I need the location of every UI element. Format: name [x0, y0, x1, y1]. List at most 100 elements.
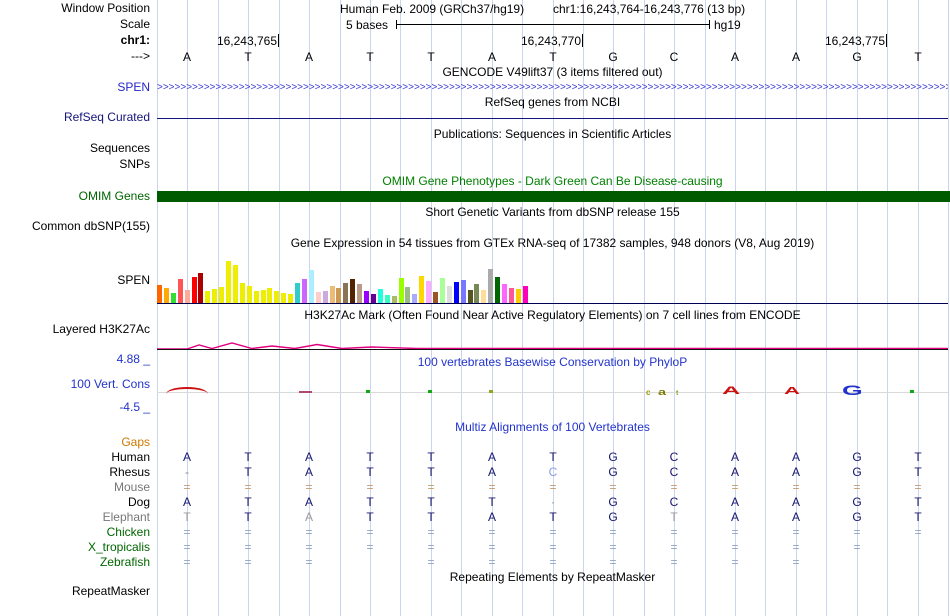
- gtex-bar[interactable]: [495, 277, 500, 303]
- gtex-bar[interactable]: [336, 288, 341, 303]
- gtex-bar[interactable]: [357, 284, 362, 303]
- alignment-base: T: [488, 495, 496, 509]
- gtex-bar[interactable]: [468, 290, 473, 303]
- alignment-base: =: [366, 540, 374, 554]
- alignment-base: =: [244, 525, 252, 539]
- gtex-bar[interactable]: [261, 290, 266, 303]
- gtex-bar[interactable]: [323, 291, 328, 303]
- gtex-bar[interactable]: [488, 269, 493, 303]
- alignment-base: =: [792, 480, 800, 494]
- conservation-track-label[interactable]: 100 Vert. Cons: [70, 377, 150, 391]
- gtex-bar[interactable]: [281, 293, 286, 303]
- gtex-bar[interactable]: [288, 294, 293, 303]
- conservation-zero-line: [157, 392, 948, 393]
- row-label-gaps[interactable]: Gaps: [121, 435, 150, 449]
- gtex-bar[interactable]: [226, 261, 231, 303]
- repeatmasker-header: Repeating Elements by RepeatMasker: [449, 570, 656, 584]
- gtex-bar[interactable]: [309, 270, 314, 303]
- gtex-bar[interactable]: [212, 289, 217, 303]
- gtex-track-label[interactable]: SPEN: [117, 273, 150, 287]
- gtex-bar[interactable]: [419, 276, 424, 303]
- gtex-bar[interactable]: [330, 286, 335, 303]
- alignment-base: T: [366, 510, 374, 524]
- gtex-bar[interactable]: [481, 290, 486, 303]
- gtex-bar[interactable]: [385, 295, 390, 303]
- repeatmasker-track-label[interactable]: RepeatMasker: [71, 584, 150, 598]
- alignment-base: =: [488, 555, 496, 569]
- alignment-base: A: [730, 450, 739, 464]
- alignment-base: =: [427, 555, 435, 569]
- row-label-rhesus[interactable]: Rhesus: [109, 465, 150, 479]
- gtex-bar[interactable]: [247, 286, 252, 303]
- gtex-bar[interactable]: [205, 291, 210, 303]
- gtex-bar[interactable]: [392, 296, 397, 303]
- gtex-bar[interactable]: [426, 281, 431, 303]
- gtex-bar[interactable]: [461, 280, 466, 303]
- gtex-bar[interactable]: [219, 287, 224, 303]
- gtex-bar[interactable]: [302, 279, 307, 303]
- gtex-bar[interactable]: [509, 288, 514, 303]
- gtex-bar[interactable]: [157, 285, 162, 303]
- gtex-bar[interactable]: [240, 283, 245, 303]
- alignment-base: C: [669, 495, 679, 509]
- omim-gene-bar[interactable]: [157, 191, 950, 202]
- row-label-elephant[interactable]: Elephant: [102, 510, 150, 524]
- gtex-bar[interactable]: [405, 287, 410, 303]
- gencode-track-label[interactable]: SPEN: [117, 80, 150, 94]
- dbsnp-track-label[interactable]: Common dbSNP(155): [31, 219, 150, 233]
- alignment-base: =: [670, 540, 678, 554]
- alignment-base: =: [244, 540, 252, 554]
- alignment-base: =: [853, 525, 861, 539]
- gtex-bar[interactable]: [233, 265, 238, 303]
- gtex-bar[interactable]: [295, 283, 300, 303]
- alignment-base: T: [244, 465, 252, 479]
- alignment-base: T: [366, 495, 374, 509]
- gtex-bar[interactable]: [171, 293, 176, 303]
- gridline: [613, 0, 614, 616]
- window-position-value: chr1:16,243,764-16,243,776 (13 bp): [553, 2, 746, 16]
- snps-track-label[interactable]: SNPs: [119, 157, 150, 171]
- gtex-bar[interactable]: [440, 278, 445, 303]
- gtex-bar[interactable]: [502, 284, 507, 303]
- row-label-chicken[interactable]: Chicken: [106, 525, 150, 539]
- gtex-bar[interactable]: [364, 291, 369, 303]
- omim-track-label[interactable]: OMIM Genes: [78, 189, 150, 203]
- gtex-bar[interactable]: [343, 283, 348, 303]
- row-label-x_tropicalis[interactable]: X_tropicalis: [87, 540, 150, 554]
- gtex-bar[interactable]: [267, 288, 272, 303]
- h3k27ac-signal[interactable]: [157, 336, 948, 350]
- sequences-track-label[interactable]: Sequences: [89, 141, 150, 155]
- gtex-bar[interactable]: [198, 273, 203, 303]
- alignment-base: =: [670, 480, 678, 494]
- gtex-bar[interactable]: [433, 292, 438, 303]
- h3k27ac-track-label[interactable]: Layered H3K27Ac: [52, 322, 150, 336]
- gtex-bar[interactable]: [371, 294, 376, 303]
- gtex-bar[interactable]: [192, 277, 197, 303]
- refseq-gene-line[interactable]: [157, 118, 948, 119]
- alignment-base: A: [487, 510, 496, 524]
- gtex-bar[interactable]: [454, 282, 459, 303]
- gencode-gene-arrows[interactable]: >>>>>>>>>>>>>>>>>>>>>>>>>>>>>>>>>>>>>>>>…: [157, 82, 948, 93]
- gtex-bar[interactable]: [178, 279, 183, 303]
- alignment-base: =: [488, 480, 496, 494]
- gtex-bar[interactable]: [164, 288, 169, 303]
- gtex-bar[interactable]: [523, 286, 528, 303]
- refseq-track-label[interactable]: RefSeq Curated: [63, 110, 150, 124]
- gtex-bar[interactable]: [447, 286, 452, 303]
- row-label-dog[interactable]: Dog: [127, 495, 150, 509]
- gtex-bar[interactable]: [254, 291, 259, 303]
- gtex-bar[interactable]: [474, 284, 479, 303]
- row-label-mouse[interactable]: Mouse: [113, 480, 150, 494]
- gtex-bar[interactable]: [316, 292, 321, 303]
- gtex-bar[interactable]: [185, 290, 190, 303]
- gtex-bar[interactable]: [378, 289, 383, 303]
- row-label-human[interactable]: Human: [111, 450, 150, 464]
- conservation-tick: [910, 390, 914, 393]
- gtex-bar[interactable]: [412, 294, 417, 303]
- gtex-bar[interactable]: [350, 279, 355, 303]
- row-label-zebrafish[interactable]: Zebrafish: [99, 555, 150, 569]
- gtex-bar[interactable]: [516, 289, 521, 303]
- gtex-bar[interactable]: [399, 278, 404, 303]
- gtex-bar[interactable]: [274, 291, 279, 303]
